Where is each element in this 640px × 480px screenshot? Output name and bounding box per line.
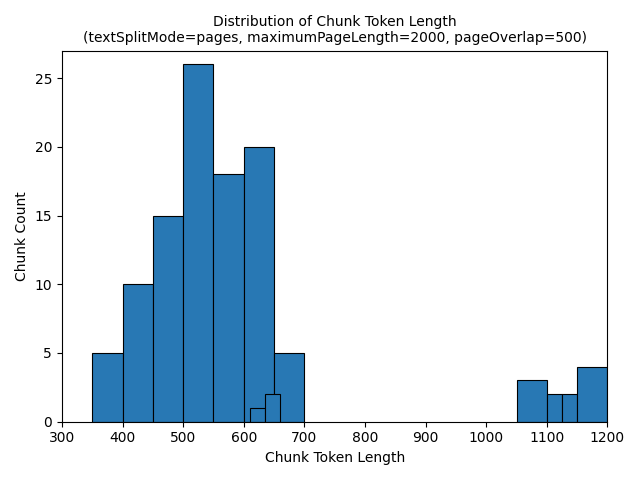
Bar [244, 147, 274, 422]
Title: Distribution of Chunk Token Length
(textSplitMode=pages, maximumPageLength=2000,: Distribution of Chunk Token Length (text… [83, 15, 587, 45]
Bar [274, 353, 305, 422]
Bar [562, 394, 577, 422]
Bar [214, 174, 244, 422]
Bar [516, 381, 547, 422]
Y-axis label: Chunk Count: Chunk Count [15, 191, 29, 281]
X-axis label: Chunk Token Length: Chunk Token Length [264, 451, 404, 465]
Bar [153, 216, 183, 422]
Bar [183, 64, 214, 422]
Bar [577, 367, 607, 422]
Bar [547, 394, 562, 422]
Bar [122, 284, 153, 422]
Bar [265, 394, 280, 422]
Bar [92, 353, 122, 422]
Bar [250, 408, 265, 422]
